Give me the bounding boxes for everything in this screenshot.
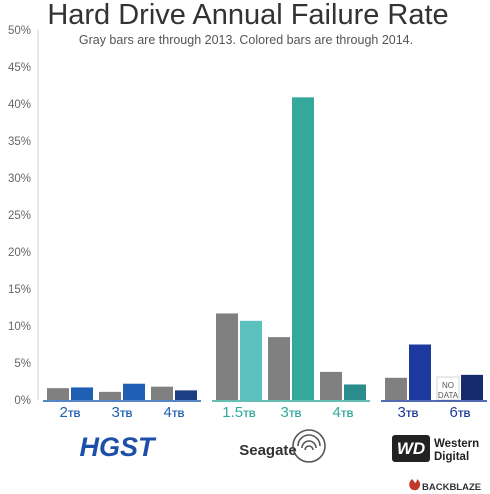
seagate-swirl-icon	[292, 429, 326, 463]
y-axis-tick-labels: 0% 5% 10% 15% 20% 25% 30% 35% 40% 45% 50%	[8, 25, 31, 407]
y-tick-label: 30%	[8, 173, 31, 185]
y-tick-label: 15%	[8, 284, 31, 296]
bar-2013	[151, 386, 173, 400]
wd-logo-line1: Western	[434, 438, 479, 450]
y-tick-label: 50%	[8, 25, 31, 37]
bar-2013	[99, 391, 121, 400]
y-tick-label: 25%	[8, 210, 31, 222]
hgst-logo-text: HGST	[79, 432, 157, 462]
capacity-label: 3TB	[397, 404, 418, 421]
bar-2013	[216, 313, 238, 400]
bar-2014	[344, 384, 366, 400]
wd-logo-mark: WD	[397, 439, 425, 458]
capacity-label: 2TB	[59, 404, 80, 421]
western-digital-logo: WD Western Digital	[392, 435, 479, 463]
y-tick-label: 0%	[14, 395, 31, 407]
bar-2014	[461, 374, 483, 400]
bar-2014	[292, 97, 314, 400]
bar-2014	[409, 344, 431, 400]
bar-2014	[71, 387, 93, 400]
wd-logo-line2: Digital	[434, 451, 469, 463]
no-data-box	[436, 376, 460, 401]
y-tick-label: 5%	[14, 358, 31, 370]
y-tick-label: 45%	[8, 62, 31, 74]
no-data-label: NO DATA	[438, 381, 459, 400]
capacity-label: 3TB	[280, 404, 301, 421]
capacity-label: 4TB	[163, 404, 184, 421]
y-tick-label: 10%	[8, 321, 31, 333]
backblaze-logo: BACKBLAZE	[409, 479, 481, 493]
hgst-logo: HGST	[79, 432, 157, 462]
y-tick-label: 20%	[8, 247, 31, 259]
bar-2014	[240, 320, 262, 400]
capacity-label: 1.5TB	[222, 404, 256, 421]
backblaze-logo-text: BACKBLAZE	[422, 482, 481, 493]
seagate-logo: Seagate	[239, 429, 326, 463]
y-tick-label: 35%	[8, 136, 31, 148]
capacity-label: 4TB	[332, 404, 353, 421]
chart-title: Hard Drive Annual Failure Rate	[47, 0, 448, 31]
bar-2013	[47, 388, 69, 400]
bar-2014	[123, 383, 145, 400]
wd-logo-box	[392, 435, 430, 462]
y-tick-label: 40%	[8, 99, 31, 111]
bar-2013	[385, 377, 407, 400]
capacity-label: 6TB	[449, 404, 470, 421]
chart-subtitle: Gray bars are through 2013. Colored bars…	[79, 33, 413, 47]
bar-2013	[320, 371, 342, 400]
capacity-label: 3TB	[111, 404, 132, 421]
bar-2013	[268, 337, 290, 400]
bar-2014	[175, 390, 197, 400]
seagate-logo-text: Seagate	[239, 442, 297, 459]
backblaze-flame-icon	[409, 479, 421, 491]
x-axis-capacity-labels: 2TB 3TB 4TB 1.5TB 3TB 4TB 3TB 6TB	[59, 404, 470, 421]
bars: NO DATA	[47, 97, 483, 401]
